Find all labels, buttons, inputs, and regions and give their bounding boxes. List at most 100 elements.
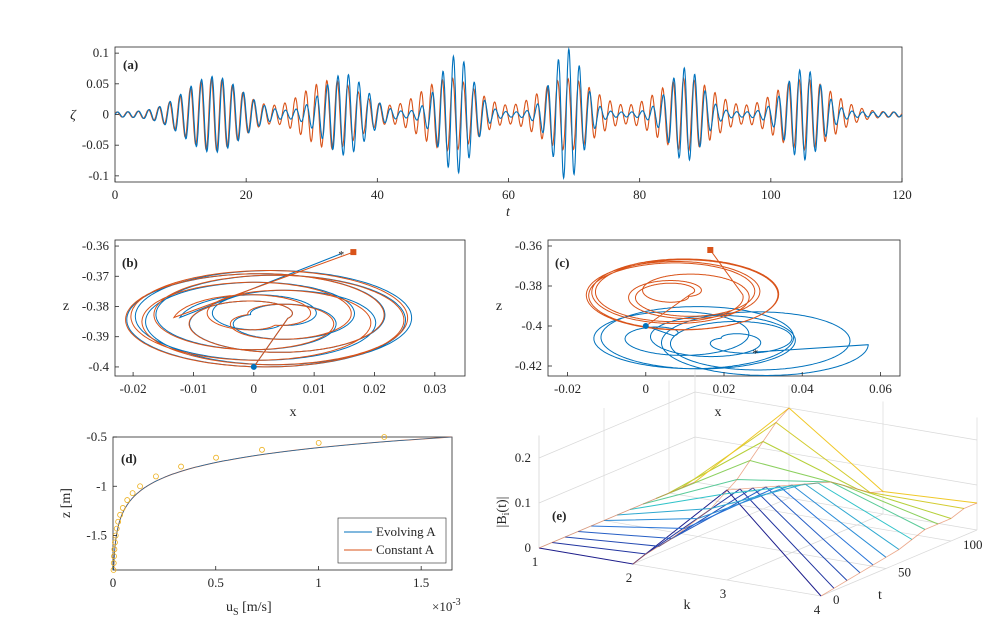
panel-d-ticks: 0 0.5 1 1.5 -0.5 -1 -1.5 [86,429,429,590]
floor-grid-t [603,520,887,569]
x-tick-label: 0.04 [791,381,814,396]
mesh-line-k [820,502,978,597]
x-tick-label: -0.02 [120,381,147,396]
x-tick-label: 1.5 [413,575,429,590]
profile-marker [137,483,143,490]
profile-marker [110,560,117,567]
panel-c-lines: * [585,247,869,376]
panel-b-ylabel: z [63,299,69,314]
panel-a-xlabel: t [506,205,511,220]
y-tick-label: -0.37 [82,268,110,283]
backwall-grid-z [694,391,978,441]
z-tick-label: 0.1 [515,495,531,510]
waterfall-line [564,487,848,581]
profile-marker [381,434,388,440]
panel-e-xlabel: k [684,598,691,613]
panel-c-xlabel: x [715,405,722,420]
t-tick-label: 100 [963,537,983,552]
waterfall-line [551,488,835,589]
trajectory-evolving [593,306,869,376]
panel-c-ylabel: z [496,299,502,314]
panel-a-ticks: 0 20 40 60 80 100 120 0.1 0.05 0 -0.05 -0.1 [82,45,912,202]
y-tick-label: 0 [103,107,110,122]
t-tick-label: 50 [898,565,911,580]
panel-b-ticks: -0.02 -0.01 0 0.01 0.02 0.03 -0.36 -0.37 -0.38 -0… [82,238,446,396]
wall-grid-z [538,436,696,504]
panel-c-label: (c) [555,255,569,270]
waterfall-line [655,459,939,525]
t-tick-label: 0 [833,592,840,607]
z-tick-label: 0.2 [515,450,531,465]
panel-b: * -0.02 -0.01 0 0.01 0.02 0.03 -0.36 -0.37 -0.38… [63,238,466,420]
floor-grid-k [632,497,790,565]
profile-marker [315,440,322,446]
y-tick-label: 0.05 [86,76,109,91]
y-tick-label: 0.1 [93,45,109,60]
x-tick-label: 0.06 [869,381,892,396]
z-tick-label: 0 [525,540,532,555]
panel-b-label: (b) [122,255,138,270]
waterfall-line [694,407,978,504]
panel-a-label: (a) [123,57,138,72]
waterfall-line [642,478,926,530]
profile-marker [117,511,124,518]
profile-marker [113,525,120,532]
x-tick-label: 0.02 [713,381,736,396]
x-tick-label: 1 [315,575,322,590]
profile-marker [259,446,265,453]
mesh-line-k [632,407,790,565]
panel-e-label: (e) [552,508,566,523]
y-tick-label: -0.1 [88,168,109,183]
profile-marker [115,518,122,525]
floor-grid-t [668,492,952,542]
y-tick-label: -0.38 [515,278,542,293]
panel-c-ticks: -0.02 0 0.02 0.04 0.06 -0.36 -0.38 -0.4 -0.42 [515,238,892,396]
panel-e-lines [538,407,978,597]
panel-e-ylabel: t [878,588,882,603]
panel-b-lines: * [125,248,413,370]
panel-d-xlabel: uS [m/s] [226,600,272,618]
y-tick-label: -1 [96,478,107,493]
x-tick-label: 100 [761,187,781,202]
x-tick-label: 0 [251,381,258,396]
panel-a-lines [114,47,903,181]
profile-marker [129,490,136,497]
x-tick-label: -0.01 [180,381,207,396]
wall-grid-z [538,391,696,459]
x-tick-label: 80 [633,187,646,202]
end-marker-constant [707,247,714,253]
panel-e-box [538,369,978,597]
y-tick-label: -0.36 [82,238,110,253]
x-tick-label: 0.5 [208,575,224,590]
series-constant-line [114,77,903,152]
y-tick-label: -0.4 [88,359,109,374]
waterfall-line [590,485,874,566]
profile-marker [124,497,131,503]
start-marker [642,323,649,329]
legend-box [337,517,447,564]
series-evolving-line [114,47,903,181]
floor-grid-k [820,529,978,597]
panel-b-xlabel: x [290,405,297,420]
profile-marker [178,463,184,470]
profile-marker [111,546,118,553]
trajectory-constant [585,249,780,331]
profile-marker [110,567,117,573]
panel-c: * -0.02 0 0.02 0.04 0.06-0.36-0.38-0.4-0.42 … [496,238,901,420]
legend-evolving-label: Evolving A [376,524,436,539]
panel-d: 0 0.5 1 1.5 -0.5 -1 -1.5 (d) uS [m/s] ×10-3 z … [59,429,461,618]
y-tick-label: -0.39 [82,329,109,344]
x-tick-label: 20 [240,187,253,202]
end-marker-evolving: * [338,248,344,262]
panel-e-zlabel: |Bi(t)| [495,497,512,528]
waterfall-line [668,440,952,519]
x-tick-label: 60 [502,187,515,202]
y-tick-label: -0.4 [521,318,542,333]
trajectory-constant [125,251,409,368]
panel-a: 0 20 40 60 80 100 120 0.1 0.05 0 -0.05 -0.1 (a) t ζ [70,45,912,220]
panel-d-frame [112,436,453,571]
profile-marker [112,539,118,546]
x-tick-label: 40 [371,187,384,202]
